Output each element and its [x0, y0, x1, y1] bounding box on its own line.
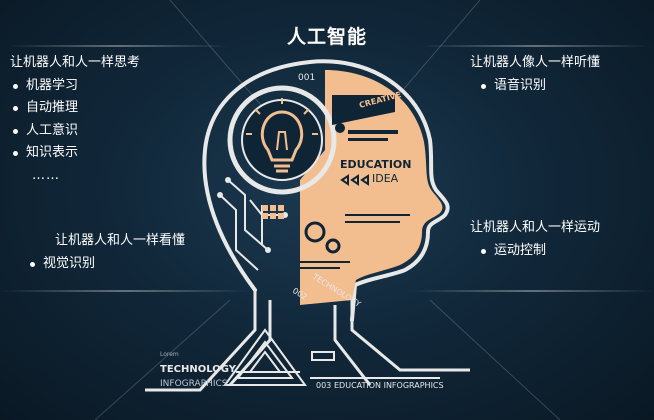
- lorem-label: Lorem: [160, 351, 179, 358]
- idea-label: IDEA: [372, 172, 399, 185]
- glow-line: [0, 290, 250, 292]
- list-item: 人工意识: [10, 120, 140, 143]
- technology-bottom-label: TECHNOLOGY: [160, 364, 237, 375]
- arrow-chain: [340, 174, 369, 186]
- move-list: 运动控制: [478, 240, 600, 263]
- think-list: 机器学习 自动推理 人工意识 知识表示: [10, 75, 140, 165]
- list-item: 语音识别: [478, 75, 600, 98]
- infographics-label: INFOGRAPHICS: [160, 379, 228, 389]
- list-item: 视觉识别: [27, 253, 185, 276]
- grid-squares: [262, 205, 284, 219]
- list-item: 机器学习: [10, 75, 140, 98]
- ellipsis: ……: [32, 167, 60, 183]
- move-section: 让机器人和人一样运动 运动控制: [470, 217, 600, 262]
- hear-list: 语音识别: [478, 75, 600, 98]
- label-003: 003: [316, 381, 331, 390]
- bar-lines: [300, 214, 410, 269]
- gear-icon: [227, 85, 337, 195]
- education-infographics-label: EDUCATION INFOGRAPHICS: [334, 381, 444, 390]
- creative-block: [332, 95, 398, 141]
- glow-line: [420, 45, 650, 47]
- education-label: EDUCATION: [340, 158, 411, 171]
- list-item: 运动控制: [478, 240, 600, 263]
- move-heading: 让机器人和人一样运动: [470, 220, 601, 235]
- think-section: 让机器人和人一样思考 机器学习 自动推理 人工意识 知识表示 ……: [10, 52, 140, 187]
- glow-line: [8, 45, 228, 47]
- list-item: 知识表示: [10, 142, 140, 165]
- label-001: 001: [298, 73, 315, 83]
- see-list: 视觉识别: [27, 253, 185, 276]
- think-heading: 让机器人和人一样思考: [10, 55, 141, 70]
- list-item: 自动推理: [10, 97, 140, 120]
- light-bulb-icon: [246, 98, 318, 173]
- hear-heading: 让机器人像人一样听懂: [470, 55, 601, 70]
- see-heading: 让机器人和人一样看懂: [55, 233, 186, 248]
- neck-lines: [145, 290, 470, 392]
- glow-line: [410, 290, 654, 292]
- bottom-traces: [236, 351, 440, 379]
- small-gear-icon: [304, 221, 341, 254]
- page-title: 人工智能: [286, 26, 367, 48]
- head-outline: [202, 59, 450, 322]
- see-section: 让机器人和人一样看懂 视觉识别: [30, 230, 186, 275]
- hear-section: 让机器人像人一样听懂 语音识别: [470, 52, 600, 97]
